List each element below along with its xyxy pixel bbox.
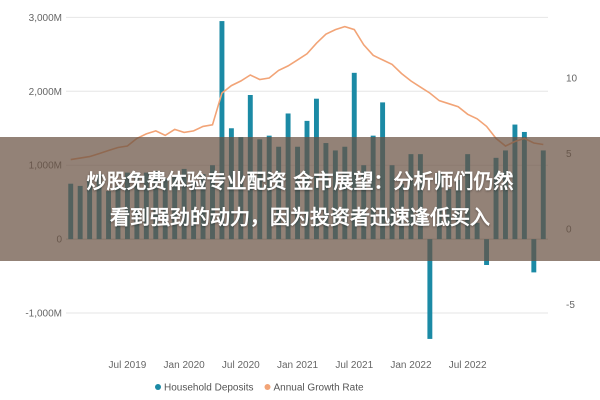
legend-swatch [155, 384, 161, 390]
annual-growth-rate-line [70, 25, 544, 161]
legend-swatch [264, 384, 271, 390]
x-tick-label: Jul 2019 [109, 360, 147, 371]
left-y-tick-label: 2,000M [29, 87, 62, 98]
x-tick-label: Jul 2021 [335, 360, 373, 371]
x-tick-label: Jan 2020 [164, 360, 206, 371]
x-tick-label: Jul 2020 [222, 360, 260, 371]
left-y-tick-label: 3,000M [29, 13, 62, 24]
x-tick-label: Jul 2022 [449, 360, 487, 371]
headline-line-2: 看到强劲的动力，因为投资者迅速逢低买入 [110, 205, 490, 229]
legend: Household Deposits Annual Growth Rate [155, 383, 364, 394]
x-tick-label: Jan 2021 [277, 360, 319, 371]
headline-overlay: 炒股免费体验专业配资 金市展望：分析师们仍然 看到强劲的动力，因为投资者迅速逢低… [0, 137, 600, 261]
legend-label: Annual Growth Rate [274, 383, 364, 394]
left-y-tick-label: -1,000M [25, 309, 62, 320]
right-y-tick-label: 10 [566, 74, 578, 85]
right-y-tick-label: -5 [566, 300, 575, 311]
headline-line-1: 炒股免费体验专业配资 金市展望：分析师们仍然 [86, 169, 514, 193]
x-axis: Jul 2019 Jan 2020 Jul 2020 Jan 2021 Jul 2021… [109, 360, 487, 371]
legend-label: Household Deposits [164, 383, 254, 394]
household-deposits-bar [427, 239, 433, 339]
household-deposits-bar [219, 21, 225, 240]
x-tick-label: Jan 2022 [390, 360, 432, 371]
